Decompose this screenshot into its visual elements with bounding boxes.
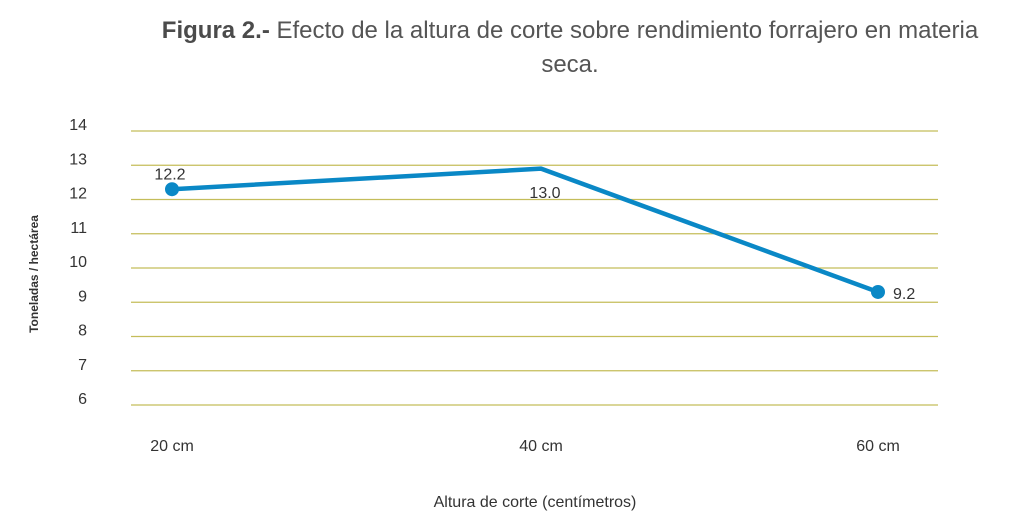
y-axis-label: Toneladas / hectárea — [27, 215, 41, 333]
data-point — [871, 284, 885, 299]
x-tick-label: 40 cm — [519, 438, 563, 455]
y-axis-ticks: 6 7 8 9 10 11 12 13 14 — [69, 117, 87, 408]
y-tick-label: 8 — [78, 323, 87, 340]
chart-title-text: Efecto de la altura de corte sobre rendi… — [269, 17, 979, 78]
data-label: 13.0 — [529, 185, 560, 202]
x-axis-ticks: 20 cm 40 cm 60 cm — [150, 438, 900, 455]
y-tick-label: 6 — [78, 391, 87, 408]
chart-title-prefix: Figura 2.- — [161, 17, 270, 44]
series-line — [169, 166, 881, 295]
y-tick-label: 9 — [78, 288, 87, 305]
x-axis-label: Altura de corte (centímetros) — [434, 494, 637, 511]
y-tick-label: 11 — [70, 220, 87, 237]
data-point — [165, 182, 179, 197]
y-tick-label: 10 — [69, 254, 87, 271]
y-tick-label: 13 — [69, 151, 87, 168]
chart-title: Figura 2.- Efecto de la altura de corte … — [130, 14, 1010, 82]
data-label: 9.2 — [893, 286, 915, 303]
grid-lines — [131, 130, 938, 406]
x-tick-label: 20 cm — [150, 438, 194, 455]
data-labels: 12.2 13.0 9.2 — [154, 166, 915, 303]
y-tick-label: 14 — [69, 117, 87, 134]
y-tick-label: 12 — [69, 186, 87, 203]
y-tick-label: 7 — [78, 357, 87, 374]
x-tick-label: 60 cm — [856, 438, 900, 455]
data-label: 12.2 — [154, 166, 185, 183]
series-layer — [165, 166, 885, 299]
